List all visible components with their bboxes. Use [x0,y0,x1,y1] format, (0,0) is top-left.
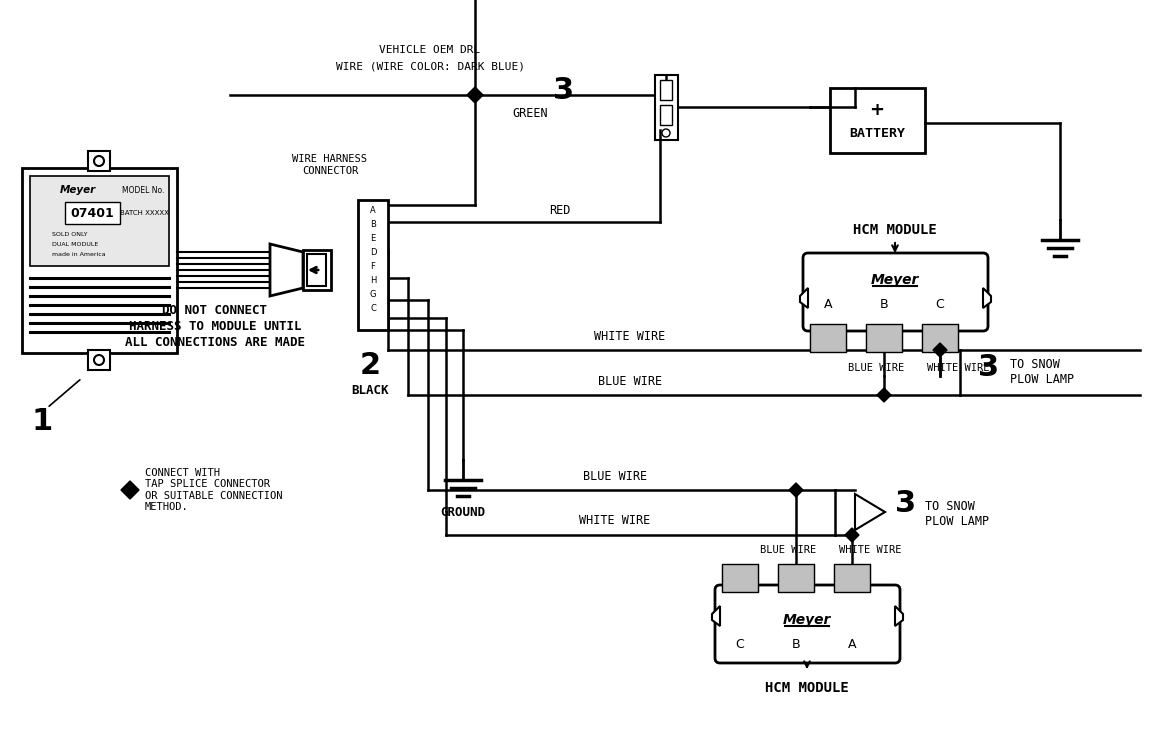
Bar [30,176,170,266]
Text: VEHICLE OEM DRL: VEHICLE OEM DRL [380,45,481,55]
Polygon shape [712,606,720,626]
Text: WHITE WIRE: WHITE WIRE [926,363,989,373]
Circle shape [94,355,104,365]
Text: C: C [936,298,944,310]
Text: F: F [370,262,375,270]
Bar [88,151,110,171]
Text: HCM MODULE: HCM MODULE [853,223,937,237]
Bar [65,202,120,224]
Text: BLUE WIRE: BLUE WIRE [848,363,904,373]
Text: A: A [848,638,857,652]
Bar [88,350,110,370]
Text: BLUE WIRE: BLUE WIRE [760,545,816,555]
Bar [22,168,176,353]
Text: GREEN: GREEN [512,107,548,119]
Text: E: E [370,234,376,242]
Text: Meyer: Meyer [783,613,831,627]
Text: BLUE WIRE: BLUE WIRE [598,374,662,388]
Text: ALL CONNECTIONS ARE MADE: ALL CONNECTIONS ARE MADE [125,335,305,349]
Bar [834,564,870,592]
Bar [307,254,326,286]
Text: GROUND: GROUND [440,506,485,519]
Bar [722,564,758,592]
Polygon shape [877,388,890,402]
Bar [358,200,388,330]
Text: Meyer: Meyer [60,185,96,195]
Text: WHITE WIRE: WHITE WIRE [838,545,901,555]
Text: Meyer: Meyer [871,273,920,287]
Text: BLACK: BLACK [352,383,389,397]
Text: 07401: 07401 [70,206,114,220]
Polygon shape [467,87,483,103]
Polygon shape [845,528,859,542]
Polygon shape [983,288,991,308]
Circle shape [94,156,104,166]
Text: H: H [370,276,376,284]
Text: WHITE WIRE: WHITE WIRE [579,514,650,528]
Text: CONNECT WITH
TAP SPLICE CONNECTOR
OR SUITABLE CONNECTION
METHOD.: CONNECT WITH TAP SPLICE CONNECTOR OR SUI… [145,467,282,512]
Bar [778,564,814,592]
Text: HARNESS TO MODULE UNTIL: HARNESS TO MODULE UNTIL [129,320,301,332]
Text: B: B [792,638,800,652]
Text: 3: 3 [978,352,1000,382]
Bar [659,105,672,125]
Text: +: + [870,101,885,119]
Text: RED: RED [549,203,571,217]
Text: BATCH XXXXX: BATCH XXXXX [120,210,168,216]
Text: 2: 2 [360,351,381,380]
Polygon shape [800,288,808,308]
Text: WHITE WIRE: WHITE WIRE [594,329,665,343]
Text: −: − [28,324,44,342]
Text: 3: 3 [895,489,916,519]
Polygon shape [789,483,803,497]
Text: MODEL No.: MODEL No. [122,186,164,195]
Text: A: A [824,298,832,310]
Text: DO NOT CONNECT: DO NOT CONNECT [163,304,267,316]
Text: C: C [736,638,744,652]
Text: 3: 3 [554,75,575,105]
Text: WIRE HARNESS
CONNECTOR: WIRE HARNESS CONNECTOR [293,154,368,176]
Text: BATTERY: BATTERY [849,127,906,139]
FancyBboxPatch shape [715,585,900,663]
Bar [303,250,331,290]
Polygon shape [271,244,303,296]
Text: 1: 1 [31,407,52,436]
Text: B: B [370,220,376,228]
FancyBboxPatch shape [803,253,988,331]
Polygon shape [854,494,885,530]
Text: G: G [369,290,376,298]
Text: D: D [369,248,376,256]
Text: TO SNOW
PLOW LAMP: TO SNOW PLOW LAMP [925,500,989,528]
Text: made in America: made in America [52,251,106,256]
Text: WIRE (WIRE COLOR: DARK BLUE): WIRE (WIRE COLOR: DARK BLUE) [336,61,525,71]
Text: DUAL MODULE: DUAL MODULE [52,242,99,246]
Circle shape [662,129,670,137]
Text: BLUE WIRE: BLUE WIRE [583,469,647,483]
Text: TO SNOW
PLOW LAMP: TO SNOW PLOW LAMP [1010,358,1074,386]
Bar [655,75,678,140]
Bar [810,324,846,352]
Bar [866,324,902,352]
Bar [659,80,672,100]
Polygon shape [895,606,903,626]
Text: A: A [370,206,376,214]
Bar [922,324,958,352]
Text: C: C [370,304,376,312]
Polygon shape [121,481,139,499]
Polygon shape [933,343,947,357]
Text: B: B [880,298,888,310]
Text: HCM MODULE: HCM MODULE [765,681,849,695]
Text: SOLD ONLY: SOLD ONLY [52,231,87,237]
Bar [830,88,925,153]
